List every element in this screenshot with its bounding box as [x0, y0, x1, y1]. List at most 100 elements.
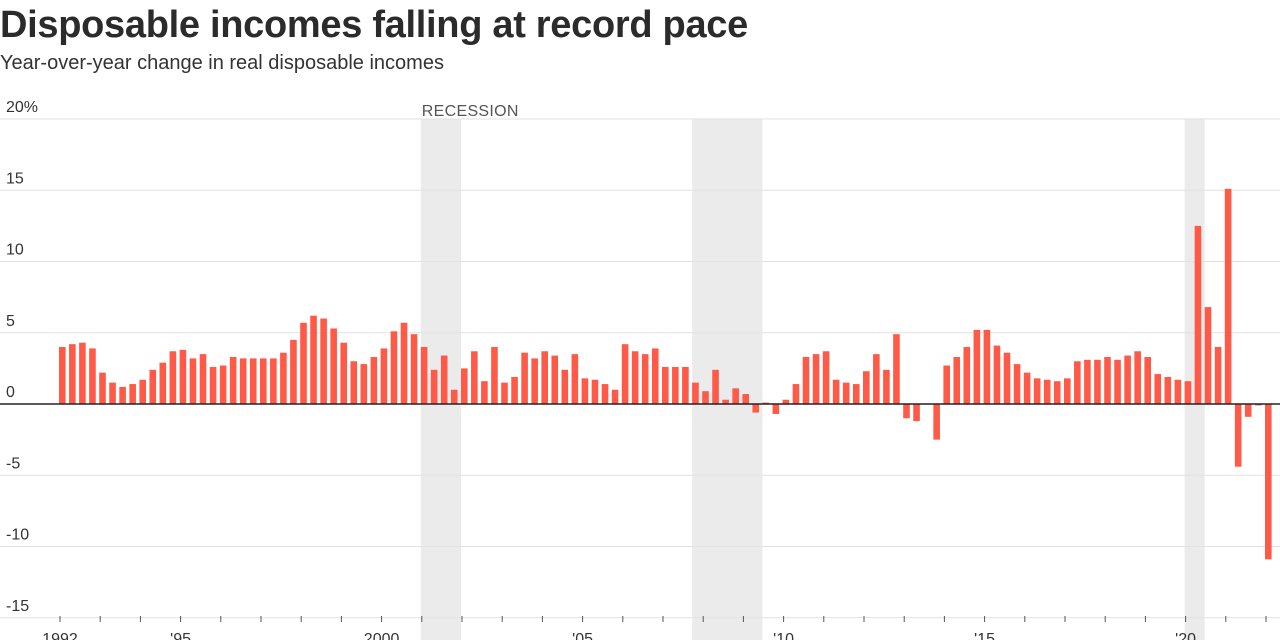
bar: [792, 384, 800, 404]
x-tick-label: 2000: [364, 631, 400, 640]
bar: [1003, 352, 1011, 404]
bar: [199, 354, 207, 405]
recession-band: [1184, 119, 1205, 640]
bar: [852, 384, 860, 404]
bar: [651, 348, 659, 404]
bar: [300, 322, 307, 404]
bar: [1084, 359, 1091, 404]
bar: [139, 379, 146, 404]
bar: [1033, 378, 1041, 404]
bar: [1244, 404, 1252, 417]
bar: [692, 382, 699, 405]
x-tick-label: 1992: [42, 631, 78, 640]
bar: [682, 366, 689, 404]
bar: [350, 361, 358, 404]
bar: [79, 342, 86, 404]
bar: [1184, 381, 1192, 404]
chart-subtitle: Year-over-year change in real disposable…: [0, 52, 444, 74]
bar: [531, 358, 538, 404]
y-tick-label: -10: [6, 527, 29, 544]
bar: [471, 351, 478, 404]
bar: [521, 352, 528, 404]
gridlines: [0, 118, 1280, 619]
bar: [742, 394, 749, 404]
bar: [1134, 351, 1141, 404]
bar: [260, 358, 267, 404]
recession-band: [692, 119, 763, 640]
bar: [581, 378, 589, 404]
y-tick-label: 15: [6, 170, 24, 187]
bar: [209, 366, 217, 404]
bar: [772, 404, 780, 414]
bar: [1154, 374, 1162, 404]
bar: [1174, 379, 1182, 404]
bar: [159, 362, 167, 404]
bar: [169, 351, 177, 404]
bar: [461, 368, 468, 405]
bar: [69, 344, 76, 404]
bar: [1074, 361, 1081, 404]
bar: [1224, 188, 1232, 404]
bars: [59, 188, 1272, 560]
bar: [672, 366, 679, 404]
bar: [973, 329, 981, 404]
bar: [1064, 378, 1071, 404]
x-tick-label: '10: [773, 631, 794, 640]
x-tick-label: '05: [572, 631, 593, 640]
bar: [702, 391, 709, 405]
bar: [1114, 359, 1121, 404]
bar: [320, 318, 327, 404]
bar: [109, 382, 116, 405]
y-tick-label: 5: [6, 313, 15, 330]
bar: [290, 339, 297, 405]
bar: [420, 347, 428, 404]
bar: [149, 369, 157, 404]
bar: [330, 328, 337, 404]
bar: [983, 329, 991, 404]
bar: [863, 371, 870, 404]
bar: [1104, 356, 1111, 404]
bar: [913, 404, 920, 422]
y-tick-label: 0: [6, 384, 15, 401]
bar: [89, 348, 96, 404]
bar: [903, 404, 910, 419]
bar: [1094, 359, 1101, 404]
bar: [571, 354, 579, 405]
bar: [541, 351, 548, 404]
bar: [511, 376, 518, 404]
bar: [943, 365, 950, 404]
bar: [481, 381, 488, 404]
bar: [893, 334, 900, 405]
bar: [390, 331, 398, 404]
chart-title: Disposable incomes falling at record pac…: [0, 4, 748, 46]
bar: [450, 389, 458, 404]
bar: [591, 379, 599, 404]
bar: [1204, 307, 1212, 404]
bar: [732, 388, 739, 404]
bar: [440, 355, 448, 404]
bar: [310, 315, 317, 404]
bar: [812, 354, 820, 405]
bar: [360, 364, 368, 404]
recession-label: RECESSION: [422, 103, 519, 120]
bar: [280, 352, 287, 404]
x-tick-label: '95: [170, 631, 191, 640]
bar: [340, 342, 347, 404]
bar: [179, 349, 187, 404]
bar: [501, 382, 508, 405]
bar: [1124, 355, 1131, 404]
x-tick-label: '20: [1175, 631, 1196, 640]
y-tick-label: 20%: [6, 99, 38, 116]
bar: [993, 345, 1001, 404]
bar: [631, 351, 639, 404]
bar: [380, 348, 388, 404]
bar: [842, 382, 850, 405]
bar: [1234, 404, 1242, 467]
bar: [491, 347, 498, 404]
bar: [99, 372, 106, 404]
bar: [410, 334, 418, 405]
bar: [239, 358, 247, 404]
bar: [722, 399, 729, 404]
bar: [249, 358, 257, 404]
